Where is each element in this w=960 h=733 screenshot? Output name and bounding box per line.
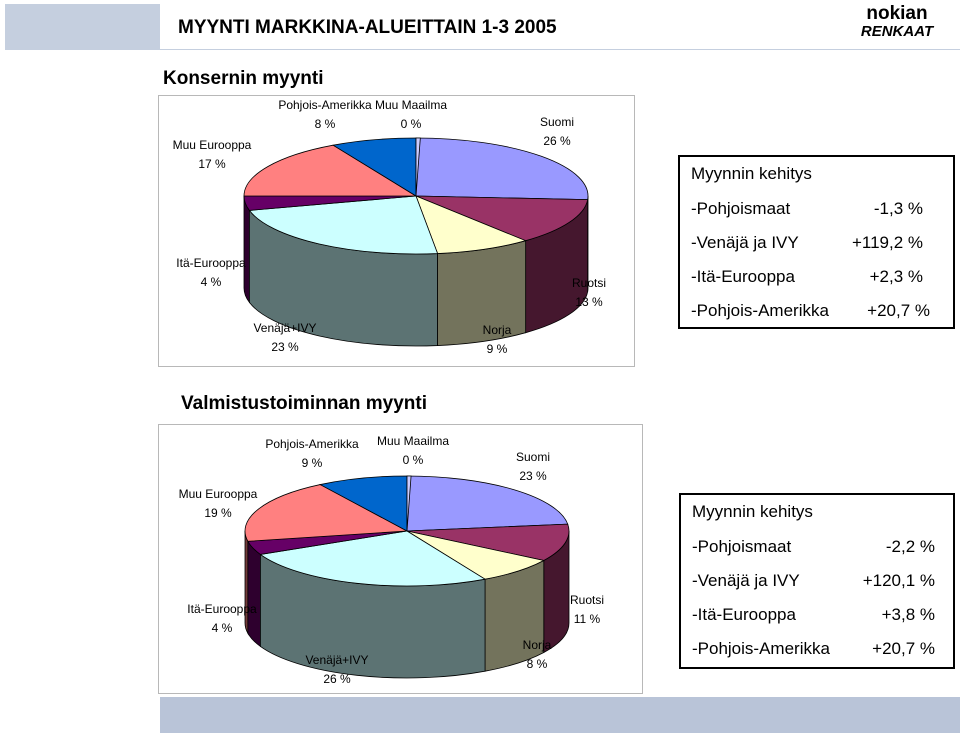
kehitys-row-value: +20,7 % <box>867 301 930 320</box>
header-rule <box>160 49 960 50</box>
pie-label-value: 0 % <box>402 453 424 467</box>
pie-label-name: Muu Eurooppa <box>172 138 252 152</box>
pie-label-value: 4 % <box>200 275 222 289</box>
pie-label-ita-eurooppa: Itä-Eurooppa 4 % <box>187 600 256 638</box>
kehitys-row-value: -2,2 % <box>885 537 935 556</box>
kehitys-row-value: -1,3 % <box>873 199 923 218</box>
kehitys-box-valmistus: Myynnin kehitys -Pohjoismaat -2,2 % -Ven… <box>679 493 955 669</box>
kehitys-row-value: +2,3 % <box>869 267 923 286</box>
pie-label-name: Venäjä+IVY <box>253 321 317 335</box>
footer-bar <box>160 697 960 733</box>
kehitys-row-label: -Itä-Eurooppa <box>692 605 796 624</box>
pie-label-name: Norja <box>482 323 512 337</box>
kehitys-row-label: -Pohjois-Amerikka <box>692 639 830 658</box>
pie-label-name: Ruotsi <box>569 593 605 607</box>
pie-label-value: 9 % <box>301 456 323 470</box>
pie-label-norja: Norja 8 % <box>523 636 552 674</box>
kehitys-row-label: -Venäjä ja IVY <box>692 571 800 590</box>
kehitys-row-value: +120,1 % <box>862 571 935 590</box>
pie-wall-norja <box>437 240 527 346</box>
page-title: MYYNTI MARKKINA-ALUEITTAIN 1-3 2005 <box>178 17 557 38</box>
pie-label-value: 8 % <box>314 117 336 131</box>
pie-chart-konserni-svg <box>243 137 589 347</box>
pie-label-name: Ruotsi <box>571 276 607 290</box>
pie-slice-muu-maailma <box>415 137 421 197</box>
pie-label-venaja-ivy: Venäjä+IVY 26 % <box>305 651 368 689</box>
pie-label-name: Suomi <box>539 115 575 129</box>
kehitys-row-label: -Pohjoismaat <box>692 537 792 556</box>
pie-label-value: 23 % <box>271 340 299 354</box>
pie-label-name: Muu Maailma <box>374 98 448 112</box>
pie-label-ruotsi: Ruotsi 13 % <box>572 274 606 312</box>
pie-slice-venaja-ivy <box>248 195 439 255</box>
pie-chart-valmistus: Suomi 23 % Ruotsi 11 % Norja 8 % Venäjä+IVY 26 … <box>158 424 643 694</box>
pie-label-name: Venäjä+IVY <box>305 653 369 667</box>
pie-label-name: Muu Maailma <box>376 434 450 448</box>
pie-chart-konserni: Suomi 26 % Ruotsi 13 % Norja 9 % Venäjä+IVY 23 … <box>158 95 635 367</box>
logo-text-top: nokian <box>866 3 927 24</box>
pie-label-value: 8 % <box>526 657 548 671</box>
pie-slice-ruotsi <box>415 195 589 242</box>
pie-label-muu-maailma: Muu Maailma 0 % <box>375 96 447 134</box>
pie-label-venaja-ivy: Venäjä+IVY 23 % <box>253 319 316 357</box>
nokian-renkaat-logo: nokian RENKAAT <box>861 3 935 38</box>
pie-label-muu-eurooppa: Muu Eurooppa 17 % <box>173 136 252 174</box>
logo-text-bottom: RENKAAT <box>861 23 935 38</box>
chart-title-konserni: Konsernin myynti <box>163 68 324 89</box>
kehitys-row-label: -Pohjoismaat <box>691 199 791 218</box>
pie-slice-suomi <box>406 475 569 532</box>
pie-label-value: 19 % <box>204 506 232 520</box>
kehitys-row-label: -Pohjois-Amerikka <box>691 301 829 320</box>
kehitys-row-value: +20,7 % <box>872 639 935 658</box>
pie-label-value: 9 % <box>486 342 508 356</box>
pie-label-name: Itä-Eurooppa <box>187 602 257 616</box>
kehitys-row-value: +119,2 % <box>851 233 923 252</box>
pie-label-name: Norja <box>522 638 552 652</box>
header-accent-block <box>5 4 160 50</box>
pie-label-value: 4 % <box>211 621 233 635</box>
kehitys-row-label: -Itä-Eurooppa <box>691 267 795 286</box>
pie-slice-ruotsi <box>406 523 570 561</box>
pie-label-name: Suomi <box>515 450 551 464</box>
kehitys-heading: Myynnin kehitys <box>691 164 812 183</box>
pie-label-name: Muu Eurooppa <box>178 487 258 501</box>
pie-label-norja: Norja 9 % <box>483 321 512 359</box>
pie-label-pohjois-amerikka: Pohjois-Amerikka 9 % <box>265 435 358 473</box>
kehitys-row-value: +3,8 % <box>881 605 935 624</box>
pie-slice-muu-eurooppa <box>243 144 418 197</box>
pie-label-ita-eurooppa: Itä-Eurooppa 4 % <box>176 254 245 292</box>
pie-label-value: 23 % <box>519 469 547 483</box>
pie-label-value: 26 % <box>543 134 571 148</box>
pie-label-suomi: Suomi 23 % <box>516 448 550 486</box>
pie-label-ruotsi: Ruotsi 11 % <box>570 591 604 629</box>
pie-label-muu-maailma: Muu Maailma 0 % <box>377 432 449 470</box>
kehitys-row-label: -Venäjä ja IVY <box>691 233 799 252</box>
pie-label-name: Itä-Eurooppa <box>176 256 246 270</box>
pie-label-name: Pohjois-Amerikka <box>278 98 372 112</box>
pie-slice-pohjois-amerikka <box>319 475 408 532</box>
pie-slice-suomi <box>415 137 589 201</box>
pie-label-pohjois-amerikka: Pohjois-Amerikka 8 % <box>278 96 371 134</box>
pie-chart-valmistus-svg <box>244 475 570 679</box>
pie-slice-norja <box>415 195 527 254</box>
pie-label-value: 0 % <box>400 117 422 131</box>
pie-label-name: Pohjois-Amerikka <box>265 437 359 451</box>
pie-label-muu-eurooppa: Muu Eurooppa 19 % <box>179 485 258 523</box>
pie-label-suomi: Suomi 26 % <box>540 113 574 151</box>
pie-slice-muu-eurooppa <box>244 484 409 542</box>
pie-slice-muu-maailma <box>406 475 412 532</box>
pie-label-value: 13 % <box>575 295 603 309</box>
pie-label-value: 17 % <box>198 157 226 171</box>
pie-label-value: 11 % <box>573 612 601 626</box>
chart-title-valmistus: Valmistustoiminnan myynti <box>181 393 427 414</box>
pie-slice-venaja-ivy <box>259 530 487 587</box>
pie-label-value: 26 % <box>323 672 351 686</box>
kehitys-box-konserni: Myynnin kehitys -Pohjoismaat -1,3 % -Ven… <box>678 155 955 329</box>
kehitys-heading: Myynnin kehitys <box>692 502 813 521</box>
